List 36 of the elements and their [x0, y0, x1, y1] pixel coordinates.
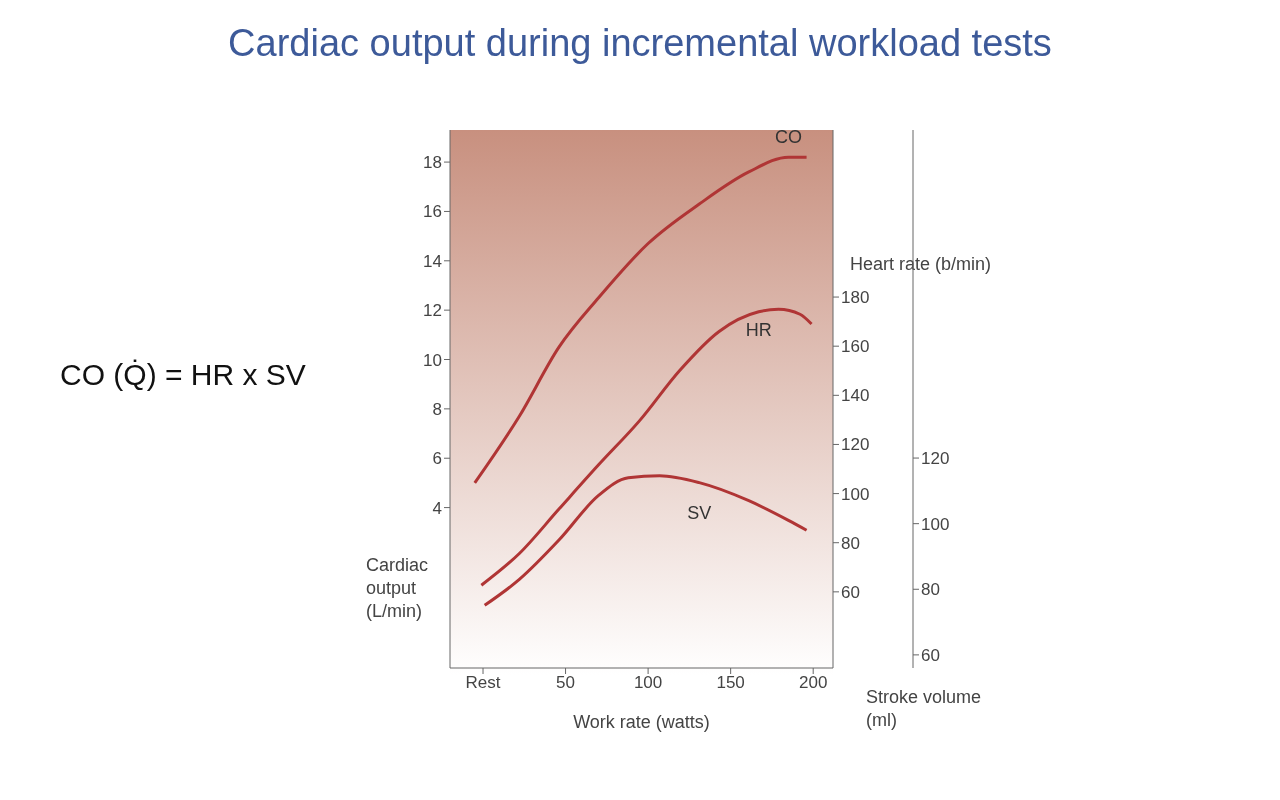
y2-axis-title: Heart rate (b/min)	[850, 254, 992, 275]
y-axis-title: Cardiac output (L/min)	[366, 554, 430, 623]
y-tick-label: 10	[423, 350, 442, 370]
x-tick-label: 50	[556, 673, 576, 693]
y-tick-label: 18	[423, 153, 442, 173]
text: CO (Q̇) = HR x SV	[60, 358, 306, 392]
y2-tick-label: 80	[841, 533, 860, 553]
series-label: CO	[774, 127, 802, 148]
y2-tick-label: 60	[841, 582, 860, 602]
x-tick-label: 150	[716, 673, 745, 693]
series-label: SV	[687, 502, 712, 523]
y2-tick-label: 100	[841, 484, 870, 504]
y2-tick-label: 140	[841, 386, 870, 406]
x-tick-label: 100	[633, 673, 663, 693]
y3-axis-title: Stroke volume (ml)	[866, 686, 983, 732]
y-tick-label: 4	[432, 498, 442, 518]
y-tick-label: 6	[432, 449, 442, 469]
chart-title: Cardiac output during incremental workload tests	[227, 21, 1053, 66]
x-tick-label: Rest	[465, 673, 501, 693]
y3-tick-label: 100	[921, 514, 950, 534]
x-tick-label: 200	[799, 673, 828, 693]
line-series	[483, 474, 809, 607]
y-tick-label: 14	[423, 251, 442, 271]
line-series	[473, 155, 809, 485]
y-tick-label: 16	[423, 202, 442, 222]
y2-tick-label: 120	[841, 435, 870, 455]
y3-tick-label: 80	[921, 580, 940, 600]
y3-tick-label: 60	[921, 645, 940, 665]
y2-tick-label: 160	[841, 337, 870, 357]
y3-tick-label: 120	[921, 449, 950, 469]
y-tick-label: 8	[432, 399, 442, 419]
series-label: HR	[745, 319, 772, 340]
y2-tick-label: 180	[841, 288, 870, 308]
x-axis-title: Work rate (watts)	[573, 712, 710, 732]
y-tick-label: 12	[423, 301, 442, 321]
line-series	[479, 307, 814, 587]
